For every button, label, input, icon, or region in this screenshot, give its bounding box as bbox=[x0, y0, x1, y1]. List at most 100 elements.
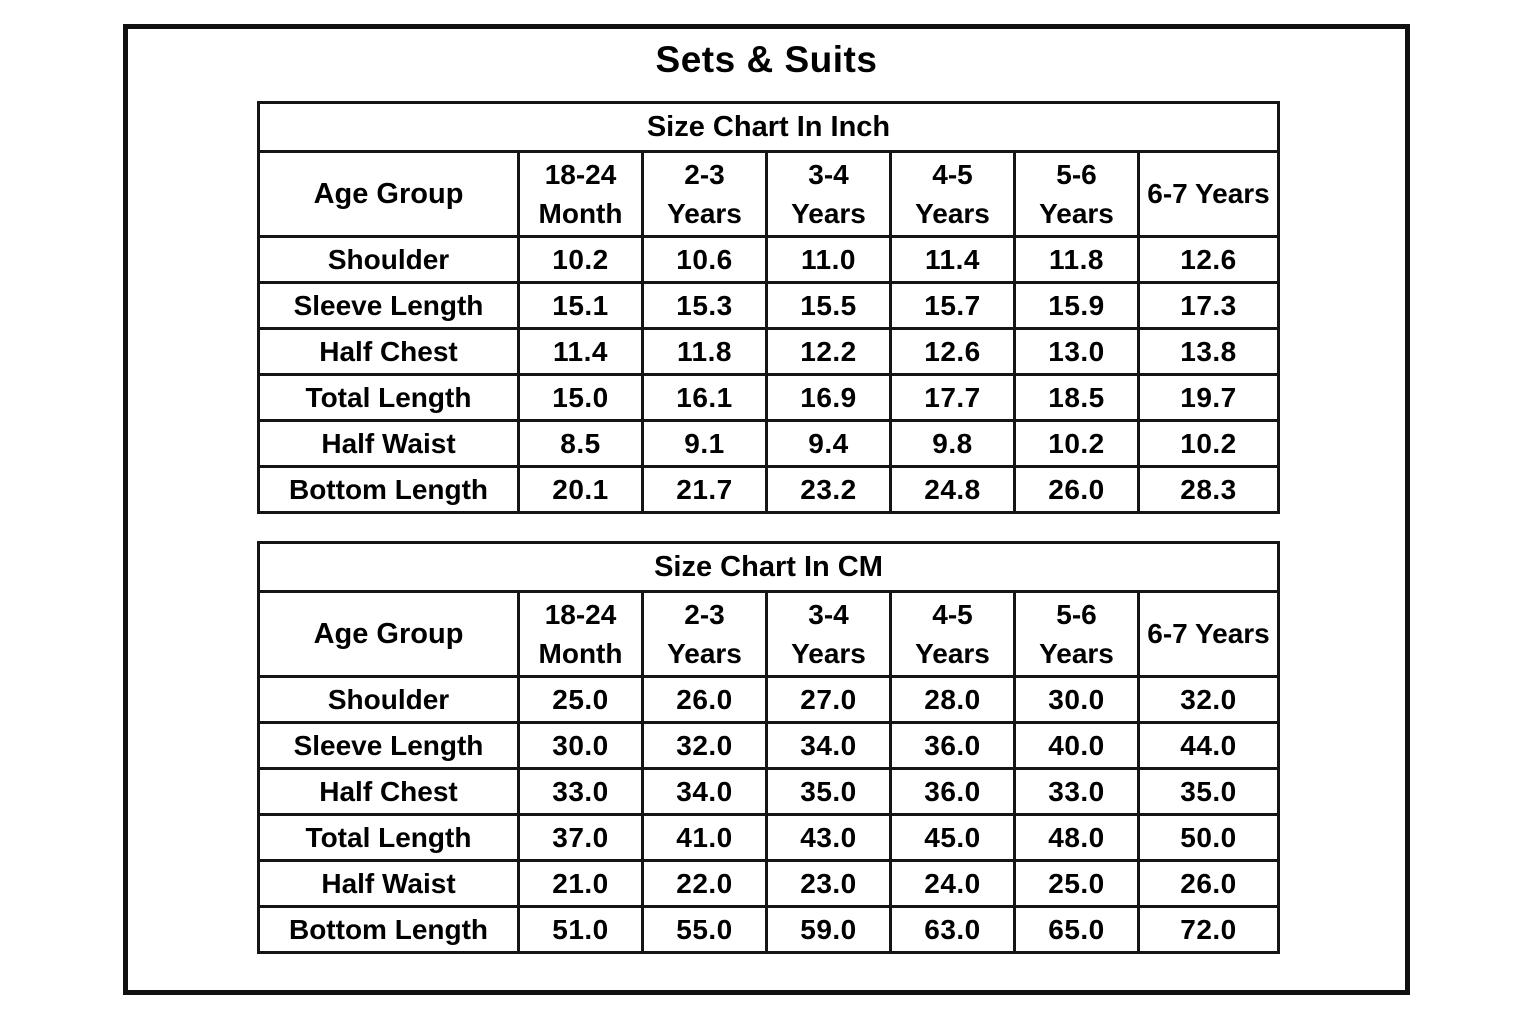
measurement-cell: 32.0 bbox=[1137, 675, 1280, 724]
measurement-cell: 22.0 bbox=[641, 859, 768, 908]
measurement-cell: 18.5 bbox=[1013, 373, 1140, 422]
measurement-cell: 17.7 bbox=[889, 373, 1016, 422]
measurement-cell: 11.8 bbox=[641, 327, 768, 376]
row-label: Shoulder bbox=[257, 675, 520, 724]
measurement-cell: 65.0 bbox=[1013, 905, 1140, 954]
table-row: Half Chest 11.4 11.8 12.2 12.6 13.0 13.8 bbox=[257, 327, 1280, 376]
row-label: Half Waist bbox=[257, 419, 520, 468]
measurement-cell: 34.0 bbox=[765, 721, 892, 770]
measurement-cell: 10.2 bbox=[1137, 419, 1280, 468]
table-title-row: Size Chart In CM bbox=[257, 541, 1280, 593]
measurement-cell: 16.1 bbox=[641, 373, 768, 422]
measurement-cell: 17.3 bbox=[1137, 281, 1280, 330]
table-row: Sleeve Length 15.1 15.3 15.5 15.7 15.9 1… bbox=[257, 281, 1280, 330]
corner-header-age-group: Age Group bbox=[257, 150, 520, 238]
measurement-cell: 25.0 bbox=[1013, 859, 1140, 908]
measurement-cell: 12.6 bbox=[1137, 235, 1280, 284]
measurement-cell: 16.9 bbox=[765, 373, 892, 422]
measurement-cell: 9.8 bbox=[889, 419, 1016, 468]
measurement-cell: 41.0 bbox=[641, 813, 768, 862]
column-header: 6-7 Years bbox=[1137, 590, 1280, 678]
size-chart-inch-table: Size Chart In Inch Age Group 18-24 Month… bbox=[257, 101, 1280, 514]
table-title-cm: Size Chart In CM bbox=[257, 541, 1280, 593]
measurement-cell: 44.0 bbox=[1137, 721, 1280, 770]
measurement-cell: 36.0 bbox=[889, 721, 1016, 770]
measurement-cell: 35.0 bbox=[1137, 767, 1280, 816]
table-title-row: Size Chart In Inch bbox=[257, 101, 1280, 153]
measurement-cell: 28.0 bbox=[889, 675, 1016, 724]
measurement-cell: 13.0 bbox=[1013, 327, 1140, 376]
measurement-cell: 28.3 bbox=[1137, 465, 1280, 514]
measurement-cell: 13.8 bbox=[1137, 327, 1280, 376]
column-header: 18-24 Month bbox=[517, 150, 644, 238]
measurement-cell: 19.7 bbox=[1137, 373, 1280, 422]
table-row: Bottom Length 20.1 21.7 23.2 24.8 26.0 2… bbox=[257, 465, 1280, 514]
measurement-cell: 23.0 bbox=[765, 859, 892, 908]
measurement-cell: 36.0 bbox=[889, 767, 1016, 816]
row-label: Half Chest bbox=[257, 327, 520, 376]
measurement-cell: 11.0 bbox=[765, 235, 892, 284]
row-label: Shoulder bbox=[257, 235, 520, 284]
corner-header-age-group: Age Group bbox=[257, 590, 520, 678]
table-row: Total Length 37.0 41.0 43.0 45.0 48.0 50… bbox=[257, 813, 1280, 862]
column-header: 2-3 Years bbox=[641, 590, 768, 678]
table-header-row: Age Group 18-24 Month 2-3 Years 3-4 Year… bbox=[257, 590, 1280, 678]
table-title-inch: Size Chart In Inch bbox=[257, 101, 1280, 153]
measurement-cell: 59.0 bbox=[765, 905, 892, 954]
column-header: 4-5 Years bbox=[889, 590, 1016, 678]
measurement-cell: 45.0 bbox=[889, 813, 1016, 862]
measurement-cell: 9.1 bbox=[641, 419, 768, 468]
measurement-cell: 63.0 bbox=[889, 905, 1016, 954]
measurement-cell: 15.0 bbox=[517, 373, 644, 422]
measurement-cell: 15.1 bbox=[517, 281, 644, 330]
row-label: Half Chest bbox=[257, 767, 520, 816]
row-label: Bottom Length bbox=[257, 465, 520, 514]
table-row: Half Waist 8.5 9.1 9.4 9.8 10.2 10.2 bbox=[257, 419, 1280, 468]
measurement-cell: 33.0 bbox=[1013, 767, 1140, 816]
measurement-cell: 11.4 bbox=[889, 235, 1016, 284]
measurement-cell: 8.5 bbox=[517, 419, 644, 468]
column-header: 5-6 Years bbox=[1013, 150, 1140, 238]
table-header-row: Age Group 18-24 Month 2-3 Years 3-4 Year… bbox=[257, 150, 1280, 238]
measurement-cell: 15.3 bbox=[641, 281, 768, 330]
column-header: 3-4 Years bbox=[765, 590, 892, 678]
row-label: Half Waist bbox=[257, 859, 520, 908]
measurement-cell: 24.8 bbox=[889, 465, 1016, 514]
measurement-cell: 26.0 bbox=[1137, 859, 1280, 908]
measurement-cell: 26.0 bbox=[641, 675, 768, 724]
measurement-cell: 51.0 bbox=[517, 905, 644, 954]
measurement-cell: 10.2 bbox=[517, 235, 644, 284]
row-label: Bottom Length bbox=[257, 905, 520, 954]
size-chart-cm-table: Size Chart In CM Age Group 18-24 Month 2… bbox=[257, 541, 1280, 954]
measurement-cell: 26.0 bbox=[1013, 465, 1140, 514]
table-row: Total Length 15.0 16.1 16.9 17.7 18.5 19… bbox=[257, 373, 1280, 422]
measurement-cell: 55.0 bbox=[641, 905, 768, 954]
measurement-cell: 20.1 bbox=[517, 465, 644, 514]
measurement-cell: 12.2 bbox=[765, 327, 892, 376]
measurement-cell: 33.0 bbox=[517, 767, 644, 816]
column-header: 4-5 Years bbox=[889, 150, 1016, 238]
measurement-cell: 50.0 bbox=[1137, 813, 1280, 862]
measurement-cell: 10.6 bbox=[641, 235, 768, 284]
measurement-cell: 30.0 bbox=[1013, 675, 1140, 724]
measurement-cell: 34.0 bbox=[641, 767, 768, 816]
table-row: Sleeve Length 30.0 32.0 34.0 36.0 40.0 4… bbox=[257, 721, 1280, 770]
measurement-cell: 12.6 bbox=[889, 327, 1016, 376]
measurement-cell: 32.0 bbox=[641, 721, 768, 770]
measurement-cell: 21.7 bbox=[641, 465, 768, 514]
table-row: Bottom Length 51.0 55.0 59.0 63.0 65.0 7… bbox=[257, 905, 1280, 954]
measurement-cell: 27.0 bbox=[765, 675, 892, 724]
page-title: Sets & Suits bbox=[655, 39, 878, 80]
measurement-cell: 15.9 bbox=[1013, 281, 1140, 330]
measurement-cell: 43.0 bbox=[765, 813, 892, 862]
measurement-cell: 9.4 bbox=[765, 419, 892, 468]
measurement-cell: 35.0 bbox=[765, 767, 892, 816]
measurement-cell: 11.8 bbox=[1013, 235, 1140, 284]
column-header: 3-4 Years bbox=[765, 150, 892, 238]
measurement-cell: 24.0 bbox=[889, 859, 1016, 908]
measurement-cell: 15.7 bbox=[889, 281, 1016, 330]
measurement-cell: 30.0 bbox=[517, 721, 644, 770]
measurement-cell: 40.0 bbox=[1013, 721, 1140, 770]
measurement-cell: 10.2 bbox=[1013, 419, 1140, 468]
